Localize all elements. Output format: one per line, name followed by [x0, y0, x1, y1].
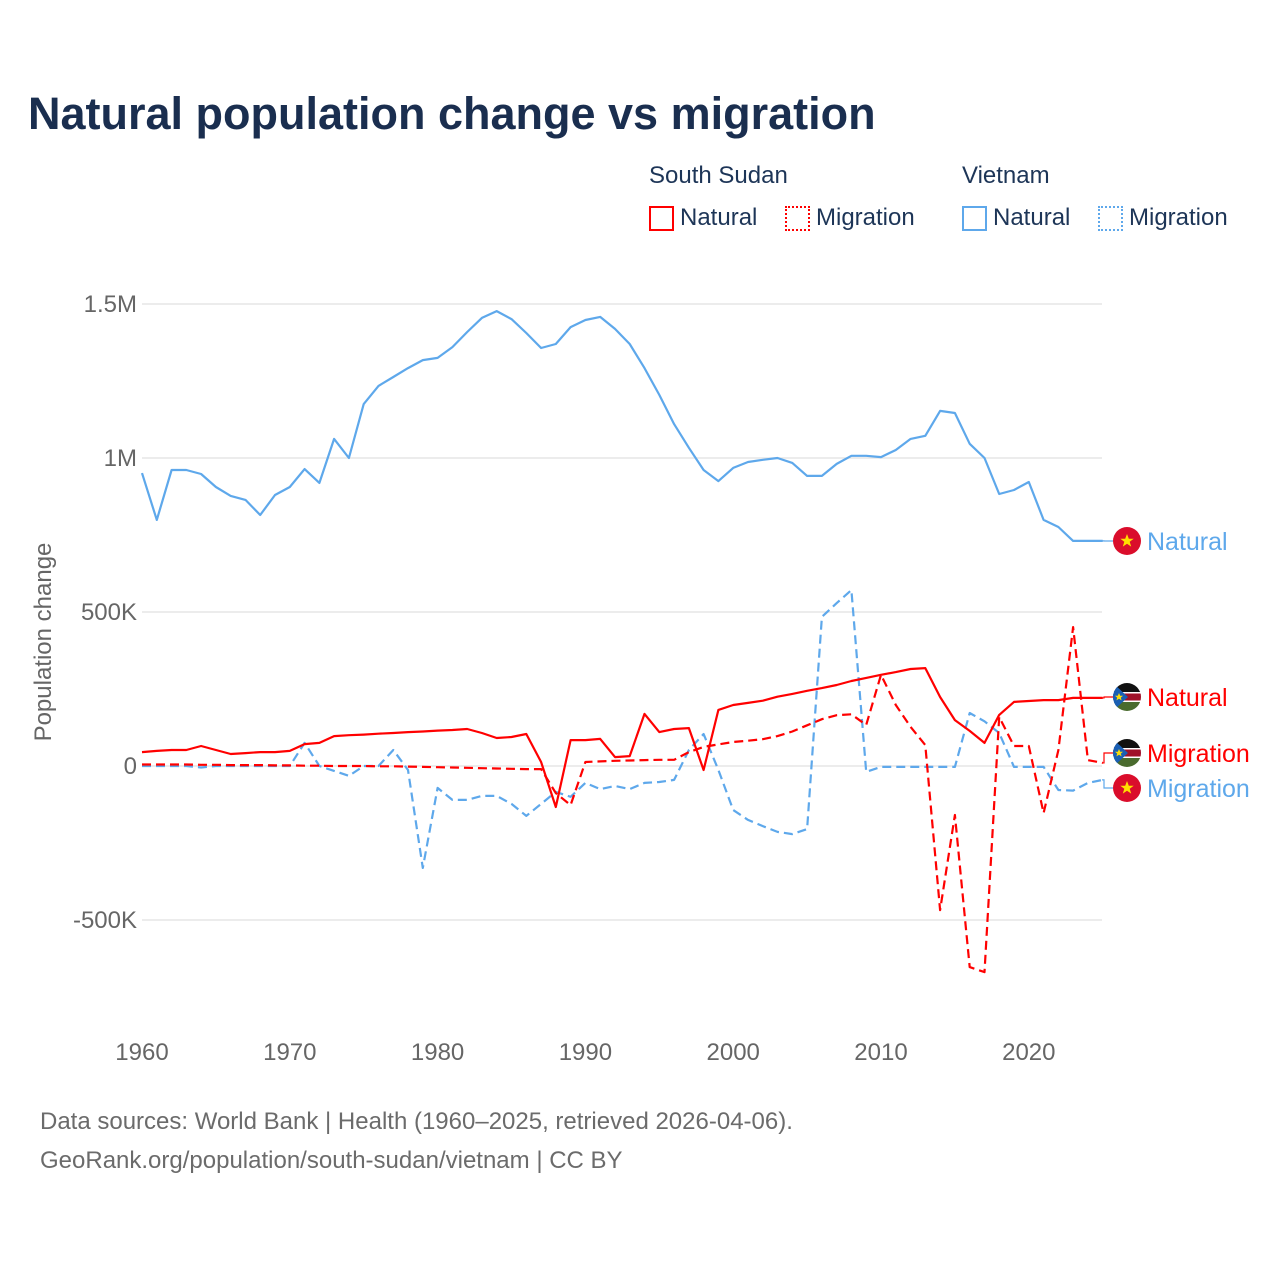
x-tick-label: 2000	[707, 1039, 760, 1066]
legend-swatch-dotted	[1098, 205, 1123, 231]
flag-fimbriation	[1113, 748, 1141, 750]
y-tick-label: 1M	[104, 445, 137, 472]
x-tick-label: 1960	[115, 1039, 168, 1066]
series-line-vn-migration	[142, 588, 1103, 870]
legend-swatch-dotted	[785, 205, 810, 231]
flag-star	[1115, 749, 1123, 757]
series-line-ss-natural	[141, 666, 1103, 809]
legend-country-label: South Sudan	[649, 162, 788, 189]
legend-label: Migration	[816, 204, 915, 231]
flag-stripe-black	[1113, 683, 1141, 692]
footer-attribution[interactable]: GeoRank.org/population/south-sudan/vietn…	[40, 1147, 623, 1174]
flag-body	[1113, 739, 1141, 767]
vietnam-flag-icon	[1113, 774, 1141, 802]
flag-stripe-green	[1113, 758, 1141, 767]
y-tick-label: 500K	[81, 599, 137, 626]
legend-item-vietnam-migration[interactable]: Migration	[1098, 204, 1228, 232]
flag-star	[1120, 781, 1134, 794]
end-label-vn-natural: Natural	[1147, 528, 1228, 556]
flag-body	[1113, 683, 1141, 711]
legend-label: Migration	[1129, 204, 1228, 231]
label-connector	[1102, 779, 1113, 789]
x-axis-ticks: 1960 1970 1980 1990 2000 2010 2020	[115, 1039, 1055, 1066]
series-line-ss-migration	[142, 625, 1103, 974]
flag-fimbriation	[1113, 692, 1141, 694]
legend-swatch-solid	[649, 205, 674, 231]
legend-label: Natural	[993, 204, 1071, 231]
flag-star	[1115, 693, 1123, 701]
footer-source: Data sources: World Bank | Health (1960–…	[40, 1108, 793, 1135]
y-tick-label: 0	[124, 753, 137, 780]
y-axis-ticks: 1.5M 1M 500K 0 -500K	[73, 291, 137, 934]
legend-item-vietnam-natural[interactable]: Natural	[962, 204, 1070, 232]
flag-star	[1120, 534, 1134, 547]
label-connector	[1102, 696, 1113, 699]
flag-fimbriation	[1113, 756, 1141, 758]
x-tick-label: 2020	[1002, 1039, 1055, 1066]
legend-item-south-sudan-natural[interactable]: Natural	[649, 204, 757, 232]
end-label-ss-migration: Migration	[1147, 740, 1250, 768]
chart-title: Natural population change vs migration	[28, 88, 876, 139]
y-tick-label: -500K	[73, 907, 137, 934]
x-tick-label: 2010	[854, 1039, 907, 1066]
x-tick-label: 1990	[559, 1039, 612, 1066]
flag-stripe-green	[1113, 702, 1141, 711]
legend-item-south-sudan-migration[interactable]: Migration	[785, 204, 915, 232]
x-tick-label: 1970	[263, 1039, 316, 1066]
legend-country-label: Vietnam	[962, 162, 1050, 189]
south-sudan-flag-icon	[1113, 683, 1141, 711]
south-sudan-flag-icon	[1113, 739, 1141, 767]
flag-fimbriation	[1113, 700, 1141, 702]
legend-label: Natural	[680, 204, 758, 231]
label-connector	[1102, 752, 1113, 764]
flag-stripe-black	[1113, 739, 1141, 748]
end-label-vn-migration: Migration	[1147, 775, 1250, 803]
end-label-ss-natural: Natural	[1147, 684, 1228, 712]
legend-swatch-solid	[962, 205, 987, 231]
vietnam-flag-icon	[1113, 527, 1141, 555]
gridlines	[142, 303, 1102, 921]
y-tick-label: 1.5M	[84, 291, 137, 318]
series-lines	[140, 310, 1103, 974]
end-labels: Natural Migration Natural Migration	[1102, 527, 1250, 803]
x-tick-label: 1980	[411, 1039, 464, 1066]
series-line-vn-natural	[140, 310, 1103, 543]
y-axis-label: Population change	[30, 543, 57, 742]
